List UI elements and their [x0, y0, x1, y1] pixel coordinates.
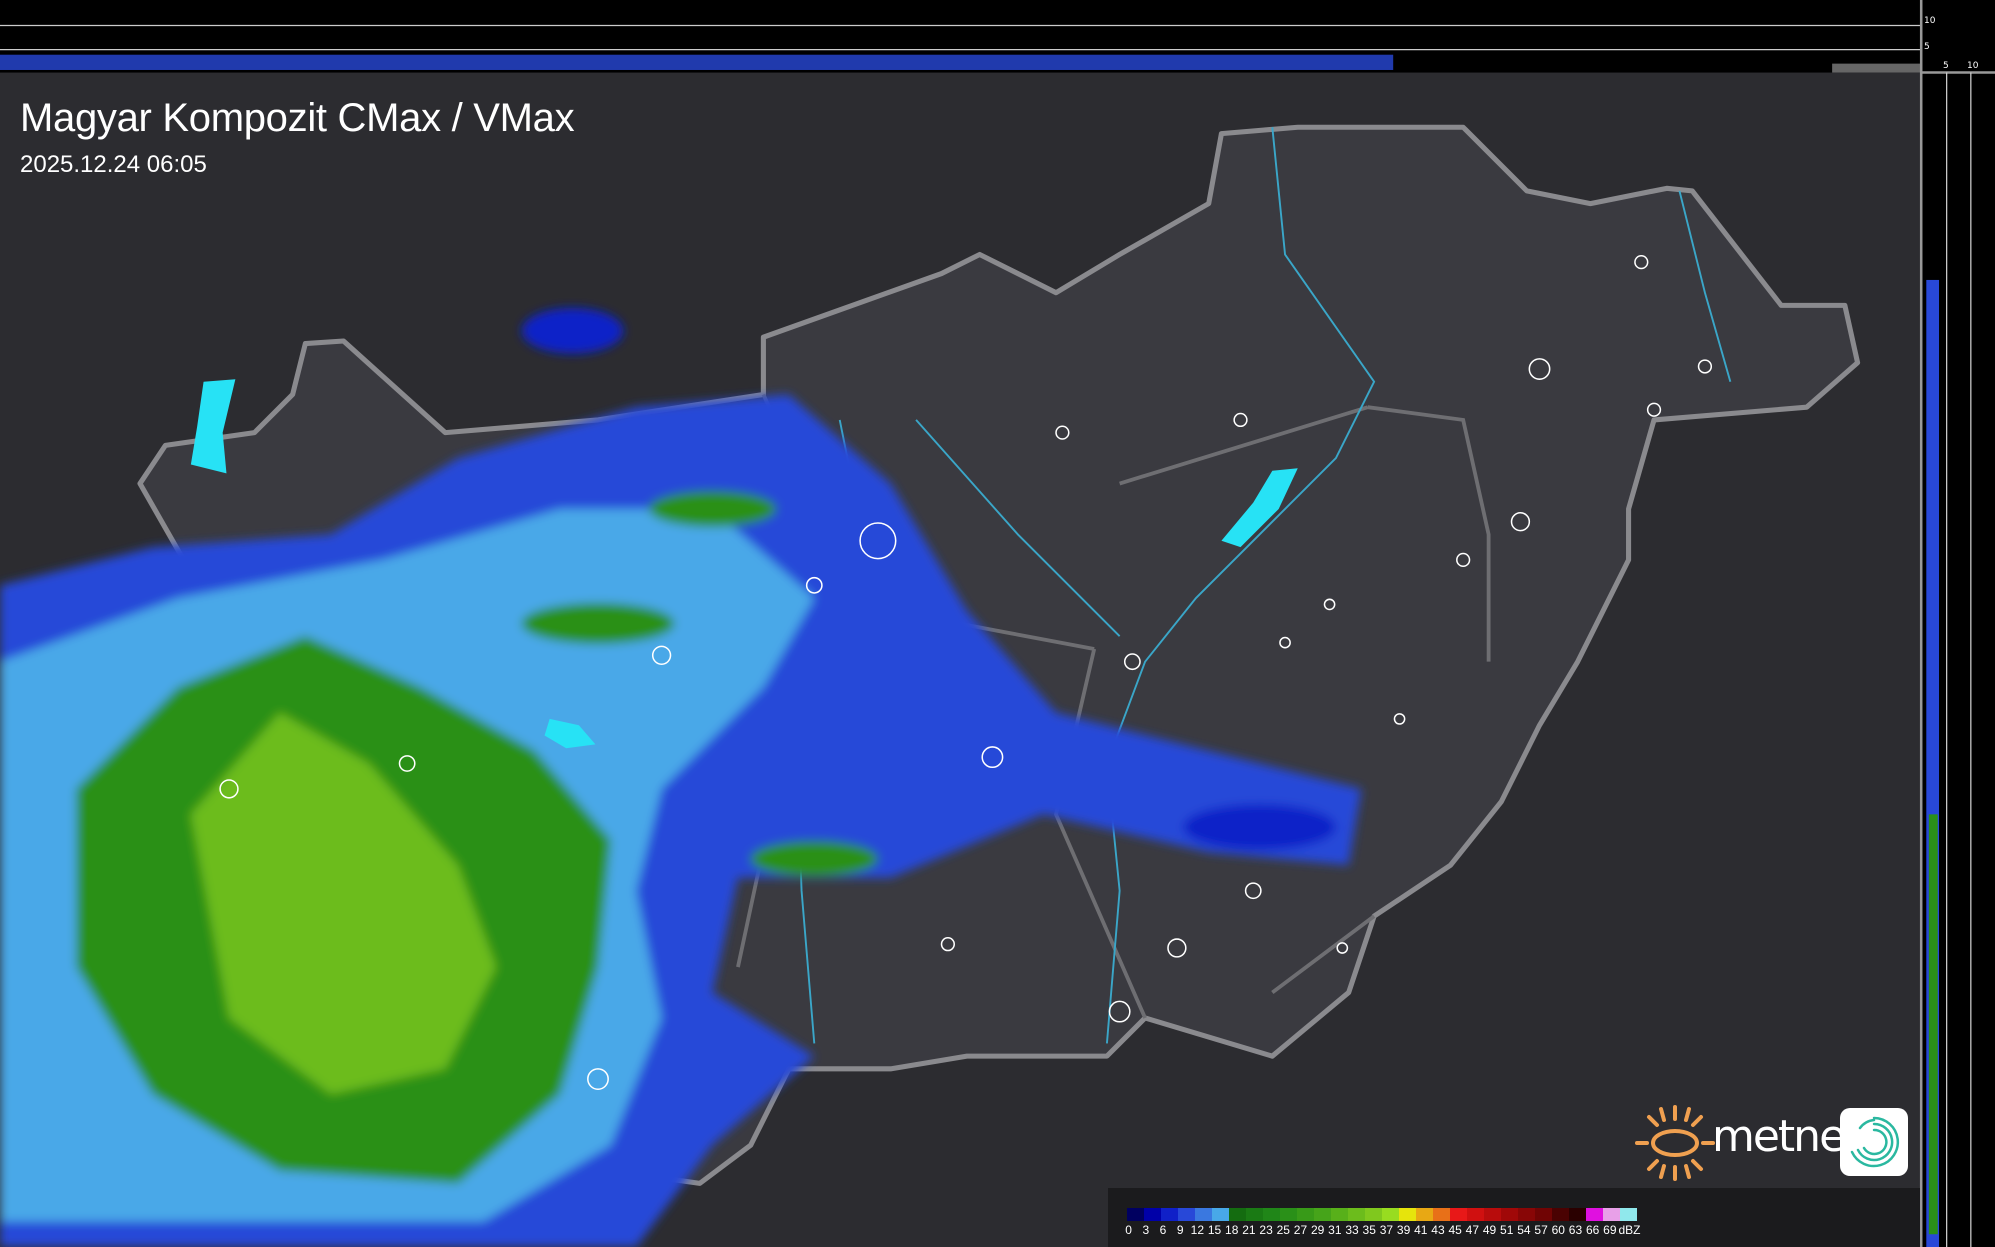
lake-balaton [544, 718, 596, 749]
lakes [190, 379, 1298, 749]
legend-swatch [1399, 1208, 1416, 1221]
legend-label: 43 [1431, 1223, 1445, 1237]
legend-label: 47 [1465, 1223, 1480, 1237]
legend-label: 51 [1500, 1223, 1514, 1237]
legend-swatch [1297, 1208, 1314, 1221]
legend-swatch [1552, 1208, 1569, 1221]
legend-swatch [1331, 1208, 1348, 1221]
legend-label: 69 [1603, 1223, 1617, 1237]
axis-tick-label: 10 [1924, 16, 1936, 26]
legend-swatch [1518, 1208, 1535, 1221]
legend-swatch [1127, 1208, 1144, 1221]
axis-tick-label: 5 [1924, 42, 1930, 52]
legend-swatch [1416, 1208, 1433, 1221]
legend-swatch [1263, 1208, 1280, 1221]
legend-swatch [1161, 1208, 1178, 1221]
legend-label: 45 [1448, 1223, 1462, 1237]
legend-label: 37 [1379, 1223, 1394, 1237]
legend-label: 21 [1242, 1223, 1256, 1237]
legend-swatch [1178, 1208, 1195, 1221]
legend-label: 63 [1568, 1223, 1583, 1237]
lake-neusiedl [190, 379, 236, 474]
legend-swatch [1195, 1208, 1212, 1221]
legend-label: 49 [1482, 1223, 1497, 1237]
legend-swatch [1535, 1208, 1552, 1221]
legend-swatch [1280, 1208, 1297, 1221]
right-profile-echo-green [1928, 814, 1938, 1235]
legend-swatch [1620, 1208, 1637, 1221]
legend-label: 33 [1345, 1223, 1359, 1237]
timestamp: 2025.12.24 06:05 [20, 151, 207, 178]
legend-swatch [1569, 1208, 1586, 1221]
legend-swatch [1467, 1208, 1484, 1221]
legend-label: 60 [1551, 1223, 1565, 1237]
axis-tick-label: 5 [1943, 61, 1949, 71]
legend-swatch [1314, 1208, 1331, 1221]
legend-swatch [1348, 1208, 1365, 1221]
legend-label: 39 [1396, 1223, 1411, 1237]
legend-swatch [1246, 1208, 1263, 1221]
legend-label: 18 [1225, 1223, 1239, 1237]
legend-swatch [1484, 1208, 1501, 1221]
legend-label: 41 [1414, 1223, 1428, 1237]
legend-swatch [1365, 1208, 1382, 1221]
sun-icon [1635, 1105, 1715, 1181]
legend-label: 66 [1585, 1223, 1600, 1237]
legend-label: 23 [1259, 1223, 1273, 1237]
legend-label: 25 [1276, 1223, 1290, 1237]
legend-labels: 0 3 6 9 12 15 18 21 23 25 27 29 31 33 35 37 39 41 43 45 47 49… [1120, 1223, 1641, 1237]
legend-swatch [1433, 1208, 1450, 1221]
legend-label: 54 [1517, 1223, 1531, 1237]
map-title: Magyar Kompozit CMax / VMax [20, 96, 575, 140]
legend-label: 12 [1190, 1223, 1205, 1237]
legend-swatch [1450, 1208, 1467, 1221]
legend-label: 27 [1293, 1223, 1308, 1237]
legend-swatch [1586, 1208, 1603, 1221]
legend-swatch [1382, 1208, 1399, 1221]
legend-swatch [1212, 1208, 1229, 1221]
legend-label: 6 [1159, 1223, 1167, 1237]
dbz-color-legend: 0 3 6 9 12 15 18 21 23 25 27 29 31 33 35 37 39 41 43 45 47 49… [1108, 1188, 1920, 1247]
legend-label: 31 [1328, 1223, 1342, 1237]
legend-label: 29 [1310, 1223, 1325, 1237]
top-profile-echo [0, 54, 1394, 70]
legend-label: 0 [1125, 1223, 1132, 1237]
legend-label: 3 [1142, 1223, 1150, 1237]
legend-swatches [1127, 1208, 1637, 1221]
top-profile-gray [1832, 63, 1922, 73]
legend-swatch [1501, 1208, 1518, 1221]
legend-label: 35 [1362, 1223, 1376, 1237]
legend-label: 57 [1534, 1223, 1548, 1237]
axis-tick-label: 10 [1967, 61, 1979, 71]
legend-label: 9 [1176, 1223, 1184, 1237]
legend-label: dBZ [1618, 1223, 1641, 1237]
app-swirl-icon [1840, 1108, 1908, 1176]
lake-tisza [1221, 468, 1298, 548]
legend-swatch [1144, 1208, 1161, 1221]
metnet-logo: metnet [1635, 1103, 1915, 1183]
city-outlines [219, 254, 1713, 1090]
brand-name: metnet [1712, 1111, 1861, 1162]
legend-label: 15 [1207, 1223, 1222, 1237]
radar-echoes [0, 307, 1362, 1247]
legend-swatch [1229, 1208, 1246, 1221]
legend-swatch [1603, 1208, 1620, 1221]
